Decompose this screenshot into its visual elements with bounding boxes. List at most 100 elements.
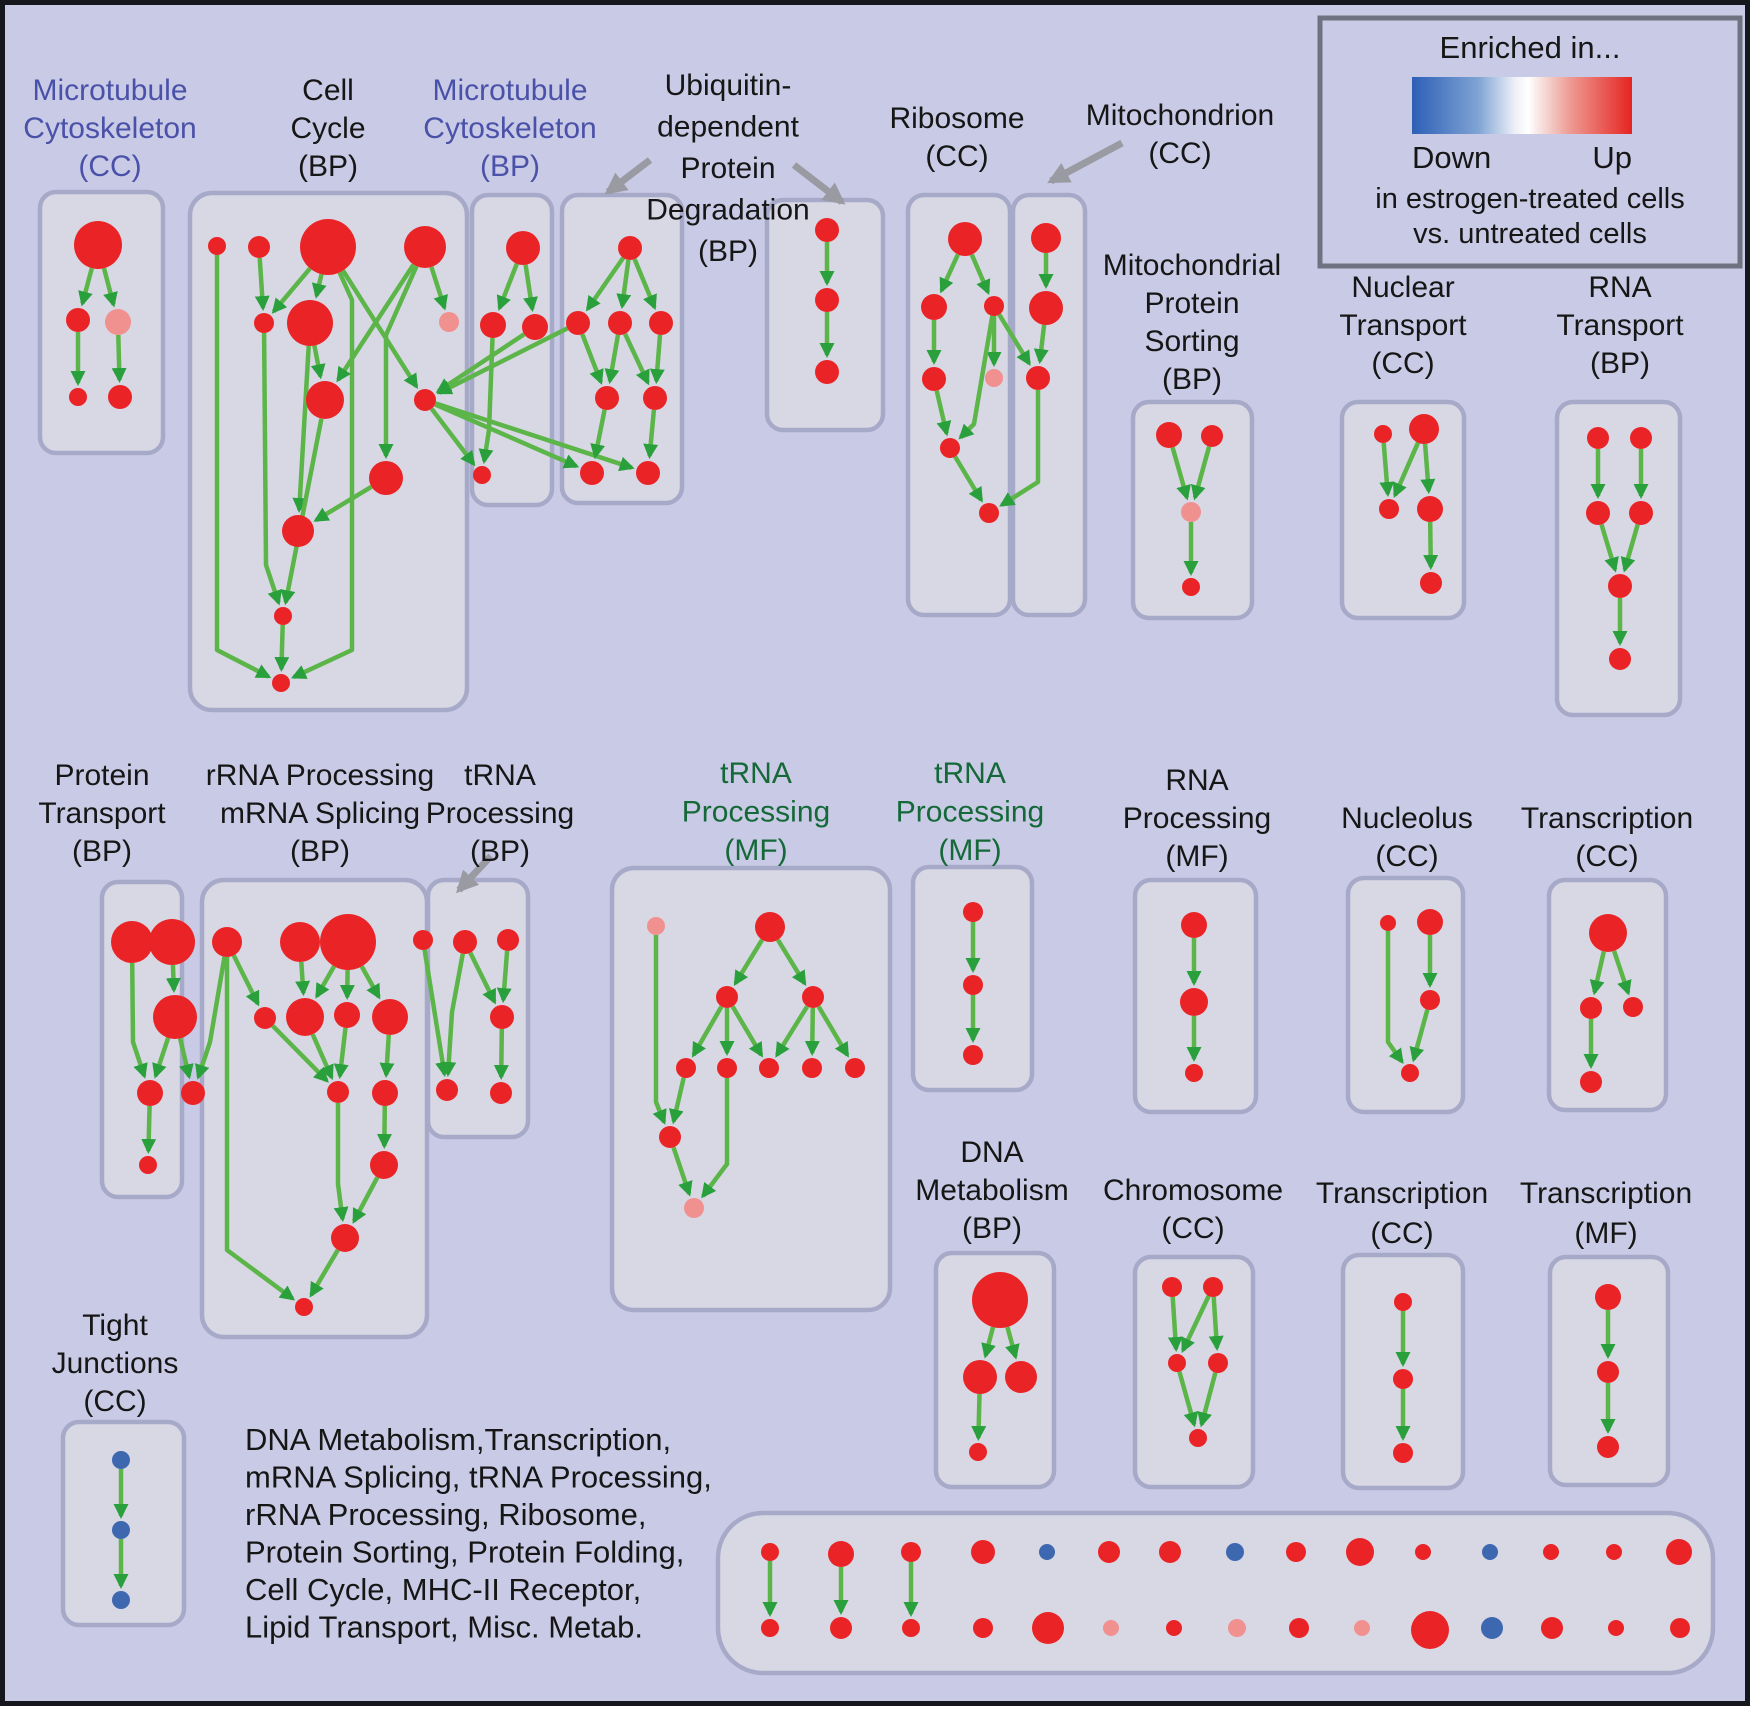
node-z3 — [1393, 1443, 1413, 1463]
edge-q4-q9 — [816, 1005, 850, 1058]
edge-cc_c-cc_i — [341, 269, 419, 390]
edge-pt4-pt6 — [141, 1105, 157, 1154]
box-trna-mf-1 — [609, 865, 893, 1313]
node-q11 — [684, 1198, 704, 1218]
node-s2 — [1201, 425, 1223, 447]
node-bt7 — [1159, 1541, 1181, 1563]
label-ribosome-cc-line-0: Ribosome — [889, 102, 1024, 135]
label-ubiquitin-dependent-protein-degradation-bp-line-3: Degradation — [646, 194, 809, 227]
label-transcription-mf-line-0: Transcription — [1520, 1177, 1692, 1210]
node-x4 — [1401, 1064, 1419, 1082]
node-mt3 — [522, 314, 548, 340]
node-cc_l — [274, 607, 292, 625]
node-cc_a — [208, 237, 226, 255]
node-p1 — [815, 218, 839, 242]
label-trna-processing-mf-1-line-1: Processing — [682, 796, 830, 829]
annotation-arrow-ubiquitin-left — [604, 157, 653, 195]
node-y4 — [1580, 1071, 1602, 1093]
node-nt1 — [1374, 425, 1392, 443]
node-r1 — [948, 222, 982, 256]
node-m3 — [1026, 366, 1050, 390]
node-t5 — [490, 1082, 512, 1104]
label-mitochondrial-protein-sorting-bp-line-0: Mitochondrial — [1103, 249, 1281, 282]
edge-s2-s3 — [1190, 445, 1212, 501]
edge-y1-y2 — [1589, 951, 1606, 996]
node-n13 — [370, 1151, 398, 1179]
node-u3 — [608, 311, 632, 335]
legend-subtitle-1: in estrogen-treated cells — [1375, 183, 1685, 215]
edge-q2-q4 — [775, 938, 807, 986]
annotation-arrow-ubiquitin-right — [791, 162, 846, 205]
edge-n1-n12 — [224, 957, 296, 1301]
edge-u4-u6 — [649, 334, 665, 385]
edge-u1-u3 — [616, 259, 632, 310]
label-chromosome-cc-line-1: (CC) — [1161, 1212, 1224, 1245]
label-nuclear-transport-cc-line-1: Transport — [1339, 309, 1467, 342]
node-t4 — [436, 1079, 458, 1101]
edge-u2-u5 — [580, 333, 604, 385]
node-pt4 — [137, 1080, 163, 1106]
node-rt4 — [1629, 501, 1653, 525]
edge-cc_c-cc_e — [271, 266, 312, 314]
node-ch1 — [1162, 1277, 1182, 1297]
label-protein-transport-bp-line-0: Protein — [54, 759, 149, 792]
node-w2 — [1180, 988, 1208, 1016]
box-ribosome — [905, 192, 1013, 618]
node-cc_j — [369, 461, 403, 495]
node-bb15 — [1670, 1618, 1690, 1638]
node-u6 — [643, 386, 667, 410]
node-q8 — [802, 1058, 822, 1078]
edge-n5-n9 — [271, 1024, 329, 1083]
label-mitochondrial-protein-sorting-bp-line-1: Protein — [1144, 287, 1239, 320]
node-cc_f — [287, 300, 333, 346]
label-mitochondrion-cc-line-1: (CC) — [1148, 137, 1211, 170]
edge-q4-q7 — [774, 1005, 810, 1058]
node-cc_i — [414, 389, 436, 411]
node-n5 — [254, 1007, 276, 1029]
label-mitochondrial-protein-sorting-bp-line-3: (BP) — [1162, 363, 1222, 396]
label-nuclear-transport-cc-line-2: (CC) — [1371, 347, 1434, 380]
label-ubiquitin-dependent-protein-degradation-bp-line-1: dependent — [657, 111, 799, 144]
node-mt1 — [506, 231, 540, 265]
node-bt6 — [1098, 1541, 1120, 1563]
node-bb9 — [1289, 1618, 1309, 1638]
edge-u2-cc_i — [436, 326, 569, 395]
legend-title: Enriched in... — [1440, 30, 1621, 65]
node-zz2 — [1597, 1361, 1619, 1383]
label-rna-transport-bp-line-1: Transport — [1556, 309, 1684, 342]
node-q1 — [647, 917, 665, 935]
node-bb11 — [1411, 1611, 1449, 1649]
node-nt2 — [1409, 414, 1439, 444]
edge-u6-u8 — [643, 409, 659, 460]
label-microtubule-cytoskeleton-bp-line-0: Microtubule — [432, 74, 587, 107]
node-bt10 — [1346, 1538, 1374, 1566]
node-bt5 — [1039, 1544, 1055, 1560]
node-r4 — [922, 367, 946, 391]
label-mitochondrion-cc-line-0: Mitochondrion — [1086, 99, 1274, 132]
note-line-3: Protein Sorting, Protein Folding, — [245, 1535, 684, 1570]
label-transcription-cc-1-line-1: (CC) — [1575, 840, 1638, 873]
node-v1 — [963, 902, 983, 922]
label-rna-transport-bp-line-0: RNA — [1588, 271, 1651, 304]
node-q3 — [716, 986, 738, 1008]
node-tj3 — [112, 1591, 130, 1609]
edge-cc_d-cc_h — [336, 263, 416, 383]
node-p2 — [815, 288, 839, 312]
label-cell-cycle-bp-line-0: Cell — [302, 74, 354, 107]
edge-mt1-mt3 — [523, 264, 538, 313]
label-transcription-mf-line-1: (MF) — [1574, 1217, 1637, 1250]
edge-mc1-mc2 — [78, 267, 94, 307]
edge-r1-r3 — [969, 253, 991, 295]
node-zz1 — [1595, 1284, 1621, 1310]
node-pt1 — [111, 921, 153, 963]
node-v2 — [963, 975, 983, 995]
node-bt9 — [1286, 1542, 1306, 1562]
node-d4 — [969, 1443, 987, 1461]
edge-cc_j-cc_k — [313, 484, 373, 523]
node-q7 — [759, 1058, 779, 1078]
box-microtubule-cc — [37, 189, 166, 456]
edge-m3-r7 — [999, 390, 1041, 507]
edge-cc_d-cc_j — [378, 265, 419, 459]
node-bt12 — [1482, 1544, 1498, 1560]
edge-q10-q11 — [671, 1146, 693, 1197]
